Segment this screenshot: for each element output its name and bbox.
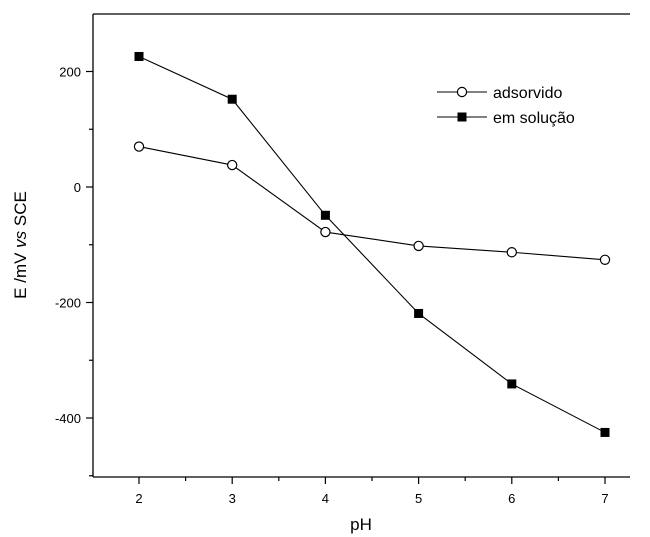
data-point-em-solucao [321, 211, 330, 220]
y-tick-label: 200 [59, 65, 81, 80]
data-point-em-solucao [414, 309, 423, 318]
x-axis-title: pH [350, 515, 372, 534]
legend-marker-em-solucao [458, 113, 467, 122]
x-tick-label: 2 [135, 491, 142, 506]
y-ticks: 200 0 -200 -400 [55, 65, 93, 476]
data-point-em-solucao [228, 95, 237, 104]
x-ticks: 2 3 4 5 6 7 [135, 477, 608, 506]
data-point-em-solucao [601, 428, 610, 437]
y-tick-label: -400 [55, 411, 81, 426]
y-tick-label: 0 [74, 180, 81, 195]
x-tick-label: 5 [415, 491, 422, 506]
legend: adsorvido em solução [437, 85, 575, 127]
data-point-adsorvido [321, 227, 330, 236]
data-point-adsorvido [414, 241, 423, 250]
data-point-adsorvido [134, 142, 143, 151]
legend-label: adsorvido [493, 85, 562, 102]
y-axis-title-pre: E /mV [11, 248, 30, 299]
axes [93, 14, 630, 477]
data-point-em-solucao [135, 52, 144, 61]
x-tick-label: 7 [601, 491, 608, 506]
data-point-em-solucao [507, 379, 516, 388]
y-axis-title-post: SCE [11, 191, 30, 231]
data-point-adsorvido [507, 248, 516, 257]
x-tick-label: 3 [229, 491, 236, 506]
data-point-adsorvido [228, 160, 237, 169]
y-axis-title-italic: vs [11, 230, 30, 248]
data-point-adsorvido [600, 255, 609, 264]
legend-marker-adsorvido [457, 87, 466, 96]
x-tick-label: 6 [508, 491, 515, 506]
legend-label: em solução [493, 110, 575, 127]
y-tick-label: -200 [55, 296, 81, 311]
series-line-adsorvido [139, 147, 605, 260]
x-tick-label: 4 [322, 491, 329, 506]
y-axis-title: E /mV vs SCE [11, 191, 30, 299]
